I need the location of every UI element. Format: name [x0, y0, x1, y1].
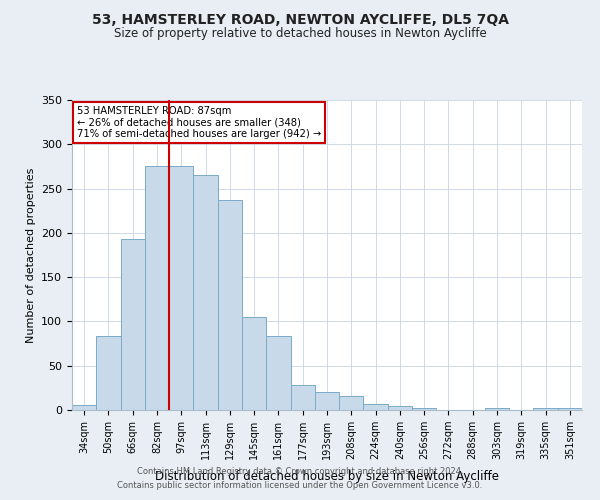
- Bar: [218, 200, 242, 410]
- Bar: [485, 408, 509, 410]
- Y-axis label: Number of detached properties: Number of detached properties: [26, 168, 35, 342]
- Bar: [558, 408, 582, 410]
- Bar: [121, 239, 145, 410]
- Bar: [364, 404, 388, 410]
- Bar: [242, 317, 266, 410]
- Bar: [315, 392, 339, 410]
- Text: 53, HAMSTERLEY ROAD, NEWTON AYCLIFFE, DL5 7QA: 53, HAMSTERLEY ROAD, NEWTON AYCLIFFE, DL…: [91, 12, 509, 26]
- Bar: [339, 396, 364, 410]
- Text: Size of property relative to detached houses in Newton Aycliffe: Size of property relative to detached ho…: [113, 28, 487, 40]
- X-axis label: Distribution of detached houses by size in Newton Aycliffe: Distribution of detached houses by size …: [155, 470, 499, 484]
- Bar: [388, 406, 412, 410]
- Bar: [72, 404, 96, 410]
- Bar: [193, 176, 218, 410]
- Bar: [290, 385, 315, 410]
- Text: Contains public sector information licensed under the Open Government Licence v3: Contains public sector information licen…: [118, 481, 482, 490]
- Bar: [169, 166, 193, 410]
- Text: 53 HAMSTERLEY ROAD: 87sqm
← 26% of detached houses are smaller (348)
71% of semi: 53 HAMSTERLEY ROAD: 87sqm ← 26% of detac…: [77, 106, 322, 140]
- Text: Contains HM Land Registry data © Crown copyright and database right 2024.: Contains HM Land Registry data © Crown c…: [137, 467, 463, 476]
- Bar: [266, 336, 290, 410]
- Bar: [96, 336, 121, 410]
- Bar: [533, 408, 558, 410]
- Bar: [412, 408, 436, 410]
- Bar: [145, 166, 169, 410]
